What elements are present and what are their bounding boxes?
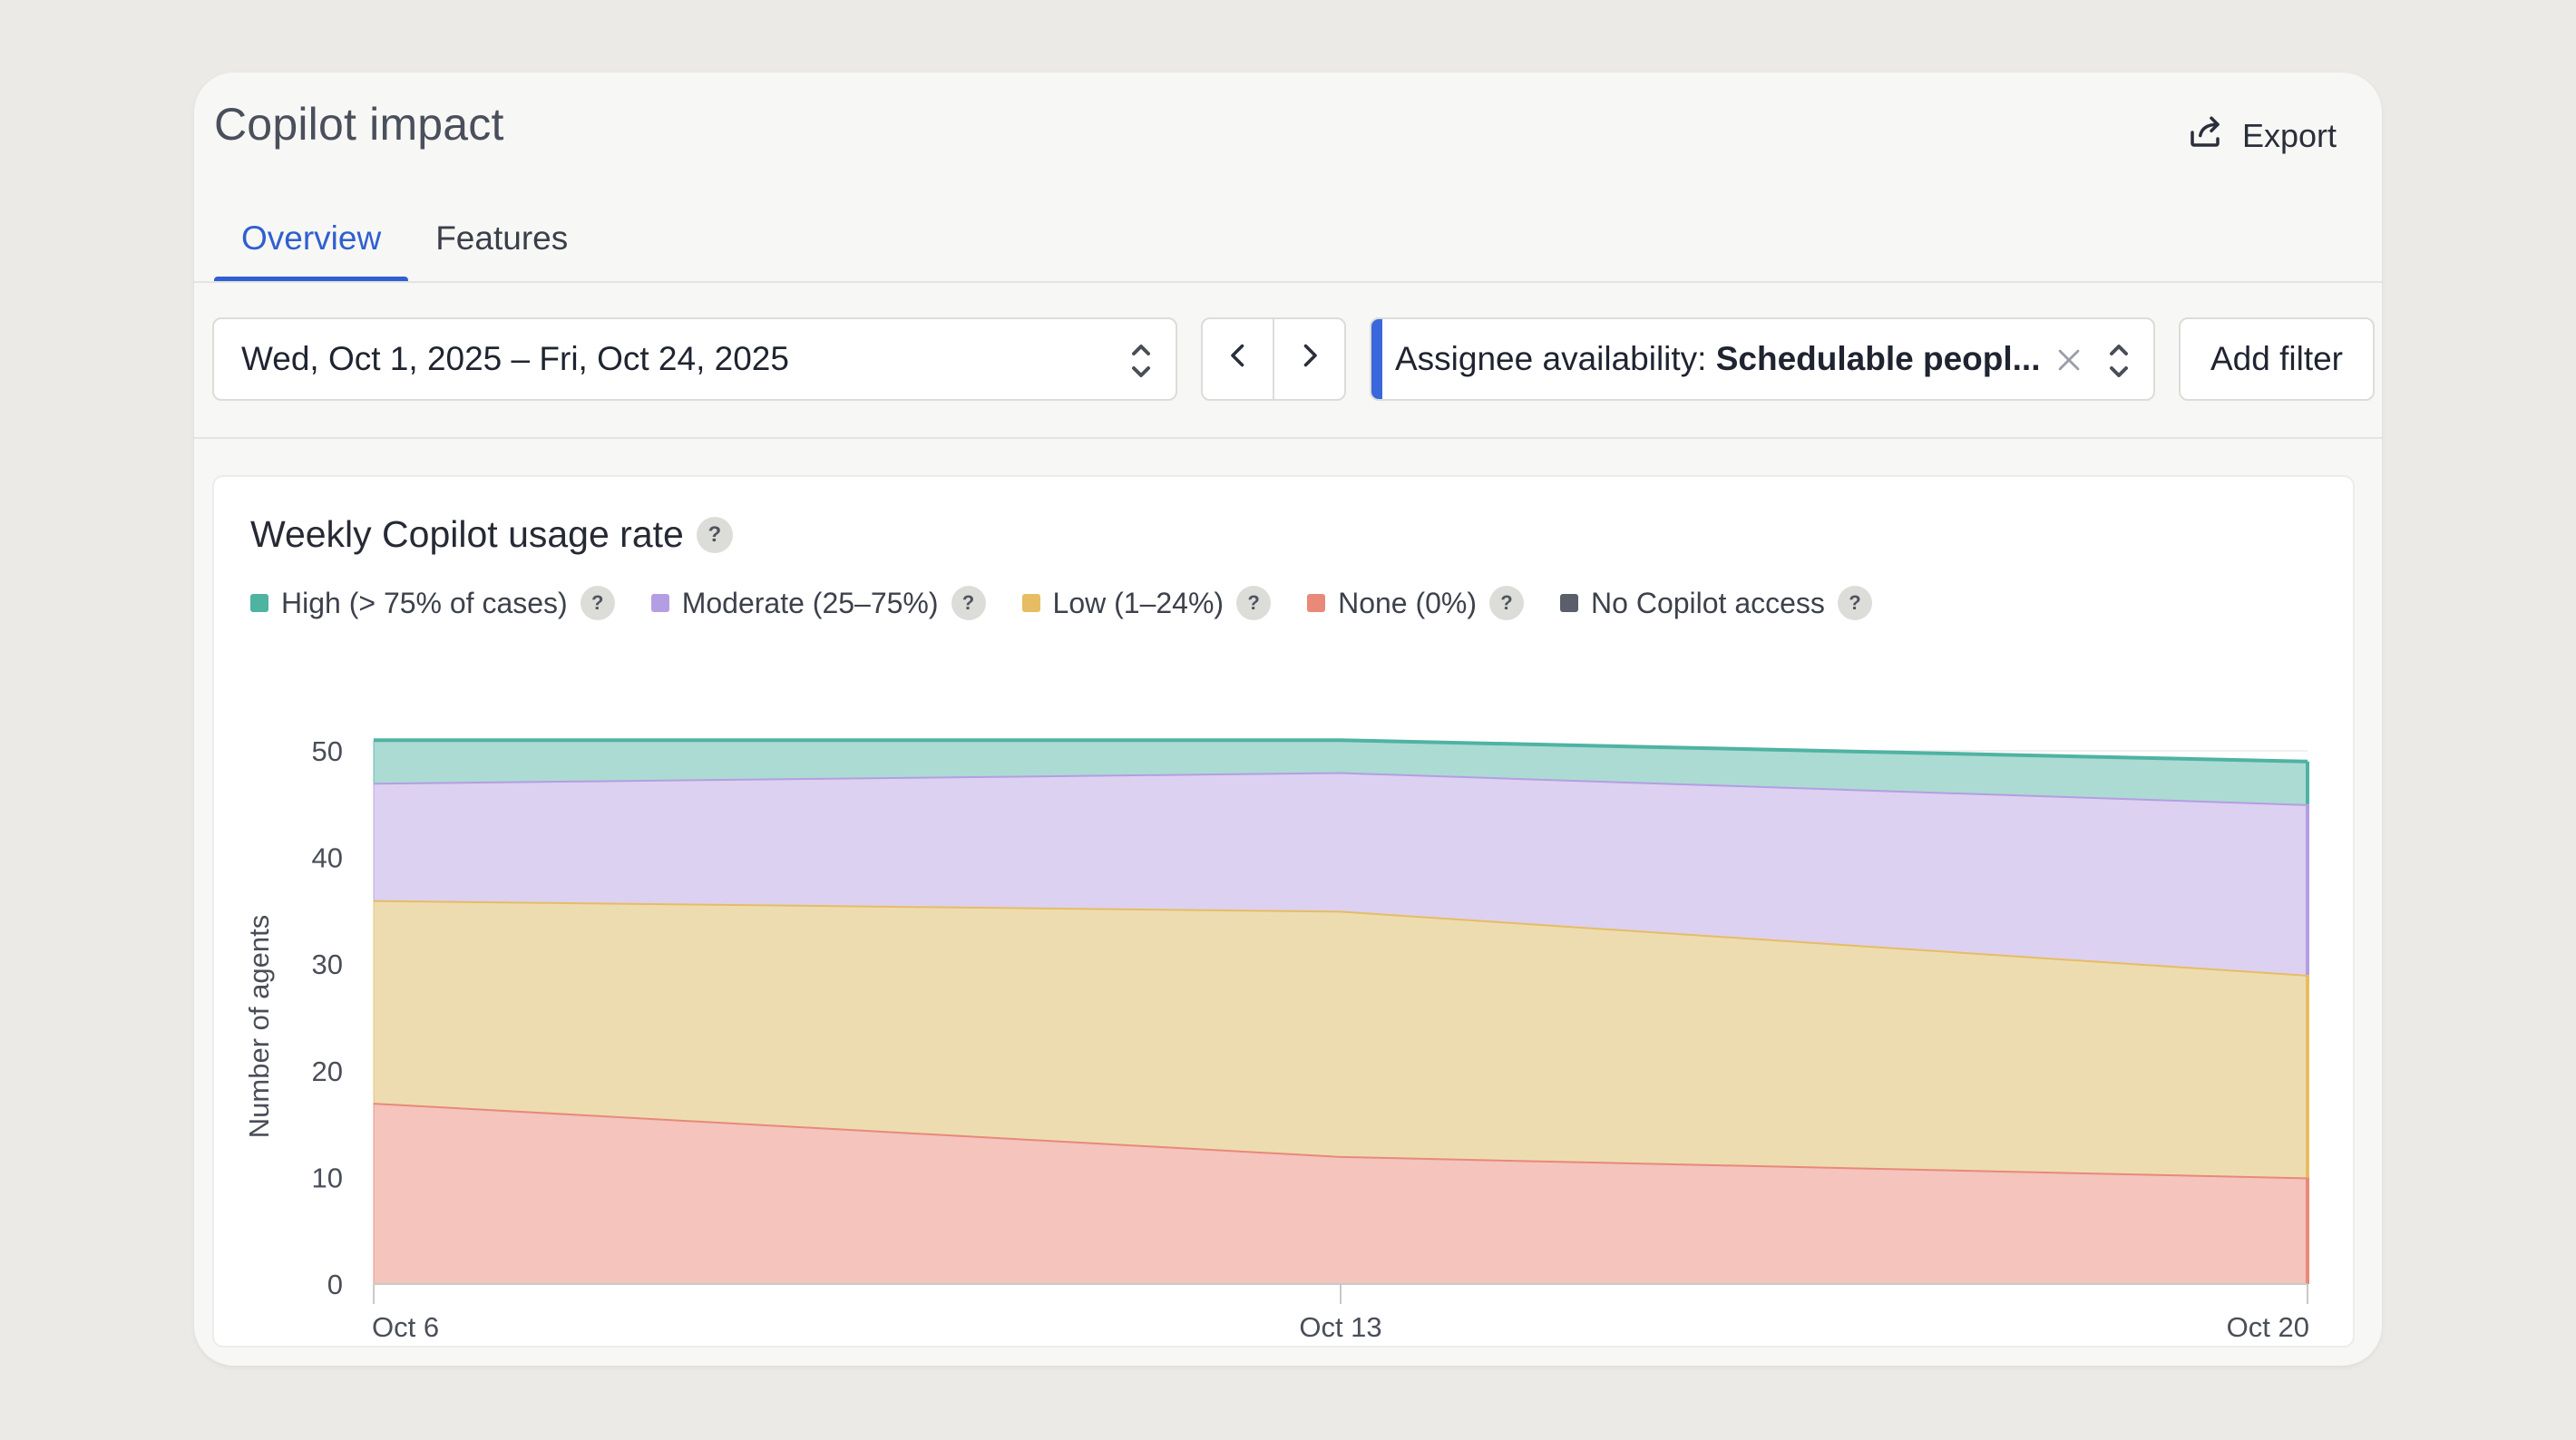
filter-accent-bar xyxy=(1371,319,1382,399)
legend-swatch xyxy=(1560,594,1579,612)
legend-item[interactable]: High (> 75% of cases)? xyxy=(250,586,615,620)
tab-features[interactable]: Features xyxy=(435,219,569,257)
help-icon[interactable]: ? xyxy=(580,586,615,620)
y-tick-label: 40 xyxy=(312,842,343,874)
y-tick-label: 30 xyxy=(312,949,343,980)
x-tick-label: Oct 6 xyxy=(372,1311,439,1343)
chevron-up-down-icon xyxy=(1128,339,1154,383)
chart-title-row: Weekly Copilot usage rate ? xyxy=(250,513,733,556)
copilot-impact-panel: Copilot impact Export Overview Features … xyxy=(194,73,2382,1366)
series-line xyxy=(374,738,2308,764)
x-tick-label: Oct 13 xyxy=(1299,1311,1381,1343)
filters-divider xyxy=(194,437,2382,439)
y-tick-label: 50 xyxy=(312,735,343,767)
help-icon[interactable]: ? xyxy=(951,586,986,620)
help-icon[interactable]: ? xyxy=(1236,586,1272,620)
y-tick-label: 0 xyxy=(327,1269,343,1300)
legend-item[interactable]: Low (1–24%)? xyxy=(1021,586,1272,620)
tab-bar: Overview Features xyxy=(214,199,595,283)
assignee-availability-filter[interactable]: Assignee availability: Schedulable peopl… xyxy=(1370,317,2155,401)
legend-item[interactable]: None (0%)? xyxy=(1307,586,1525,620)
chart-title: Weekly Copilot usage rate xyxy=(250,513,684,555)
date-range-label: Wed, Oct 1, 2025 – Fri, Oct 24, 2025 xyxy=(241,340,789,377)
legend-swatch xyxy=(650,594,669,612)
date-navigation xyxy=(1201,317,1346,401)
help-icon[interactable]: ? xyxy=(1489,586,1525,620)
export-button[interactable]: Export xyxy=(2186,100,2337,172)
chevron-up-down-icon xyxy=(2106,339,2132,383)
previous-period-button[interactable] xyxy=(1203,319,1273,399)
legend-label: High (> 75% of cases) xyxy=(281,586,568,619)
legend-swatch xyxy=(250,594,268,612)
filter-value: Schedulable peopl... xyxy=(1715,340,2041,377)
next-period-button[interactable] xyxy=(1273,319,1344,399)
legend-label: None (0%) xyxy=(1338,586,1478,619)
chevron-left-icon xyxy=(1222,339,1254,380)
export-label: Export xyxy=(2241,117,2337,154)
series-area xyxy=(374,772,2308,975)
legend-label: Low (1–24%) xyxy=(1052,586,1225,619)
usage-rate-card: Weekly Copilot usage rate ? High (> 75% … xyxy=(212,475,2355,1348)
tabs-divider xyxy=(194,281,2382,283)
y-tick-label: 20 xyxy=(312,1056,343,1087)
help-icon[interactable]: ? xyxy=(1837,586,1872,620)
legend-item[interactable]: Moderate (25–75%)? xyxy=(650,586,986,620)
legend-swatch xyxy=(1307,594,1326,612)
help-icon[interactable]: ? xyxy=(696,516,733,553)
export-icon xyxy=(2186,113,2224,160)
chart-legend: High (> 75% of cases)? Moderate (25–75%)?… xyxy=(250,586,1908,620)
legend-label: Moderate (25–75%) xyxy=(681,586,939,619)
filter-label: Assignee availability: xyxy=(1395,340,1716,377)
x-tick-label: Oct 20 xyxy=(2227,1311,2309,1343)
chevron-right-icon xyxy=(1293,339,1326,380)
legend-item[interactable]: No Copilot access? xyxy=(1560,586,1872,620)
filter-text: Assignee availability: Schedulable peopl… xyxy=(1395,340,2040,378)
y-axis-label: Number of agents xyxy=(243,915,275,1138)
y-tick-label: 10 xyxy=(312,1162,343,1193)
legend-swatch xyxy=(1021,594,1040,612)
tab-overview[interactable]: Overview xyxy=(214,199,409,283)
page-title: Copilot impact xyxy=(214,99,504,150)
date-range-picker[interactable]: Wed, Oct 1, 2025 – Fri, Oct 24, 2025 xyxy=(212,317,1177,401)
legend-label: No Copilot access xyxy=(1591,586,1825,619)
usage-area-chart: Oct 6 Oct 13 Oct 20 0 10 20 30 40 50 Number of ag… xyxy=(243,735,2309,1343)
add-filter-button[interactable]: Add filter xyxy=(2179,317,2375,401)
series-area xyxy=(374,900,2308,1178)
clear-filter-icon[interactable] xyxy=(2054,345,2084,375)
series-area xyxy=(374,1103,2308,1284)
